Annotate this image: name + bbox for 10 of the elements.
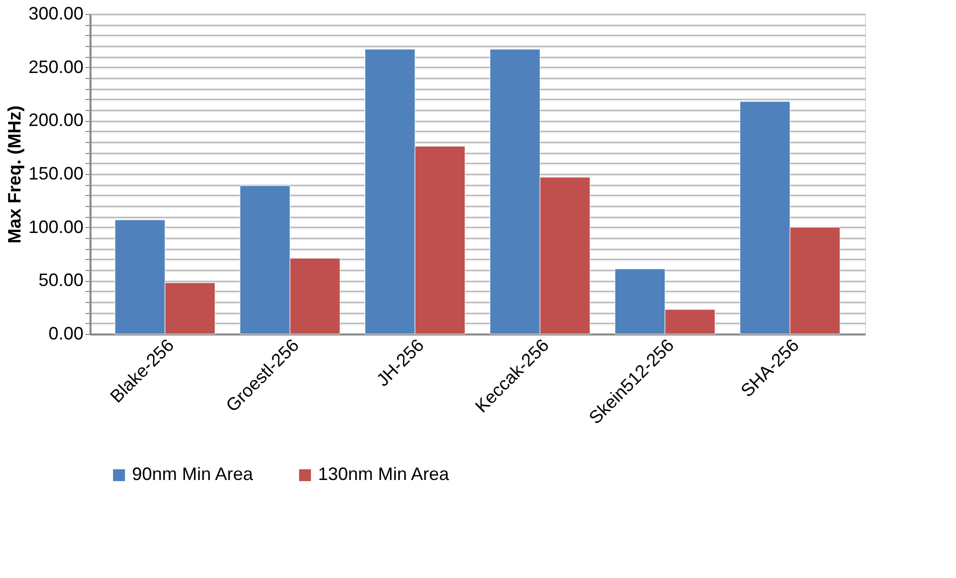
y-tick-label: 100.00: [28, 216, 84, 237]
y-tick-label: 250.00: [28, 56, 84, 77]
y-tick-label: 50.00: [38, 270, 84, 290]
y-tick-label: 0.00: [48, 324, 84, 344]
y-tick-label: 200.00: [28, 110, 84, 130]
y-tick-label: 150.00: [28, 164, 84, 184]
y-axis-title: Max Freq. (MHz): [4, 105, 24, 244]
legend-label: 90nm Min Area: [132, 464, 254, 484]
legend-label: 130nm Min Area: [318, 464, 450, 484]
y-tick-label: 300.00: [28, 4, 84, 24]
